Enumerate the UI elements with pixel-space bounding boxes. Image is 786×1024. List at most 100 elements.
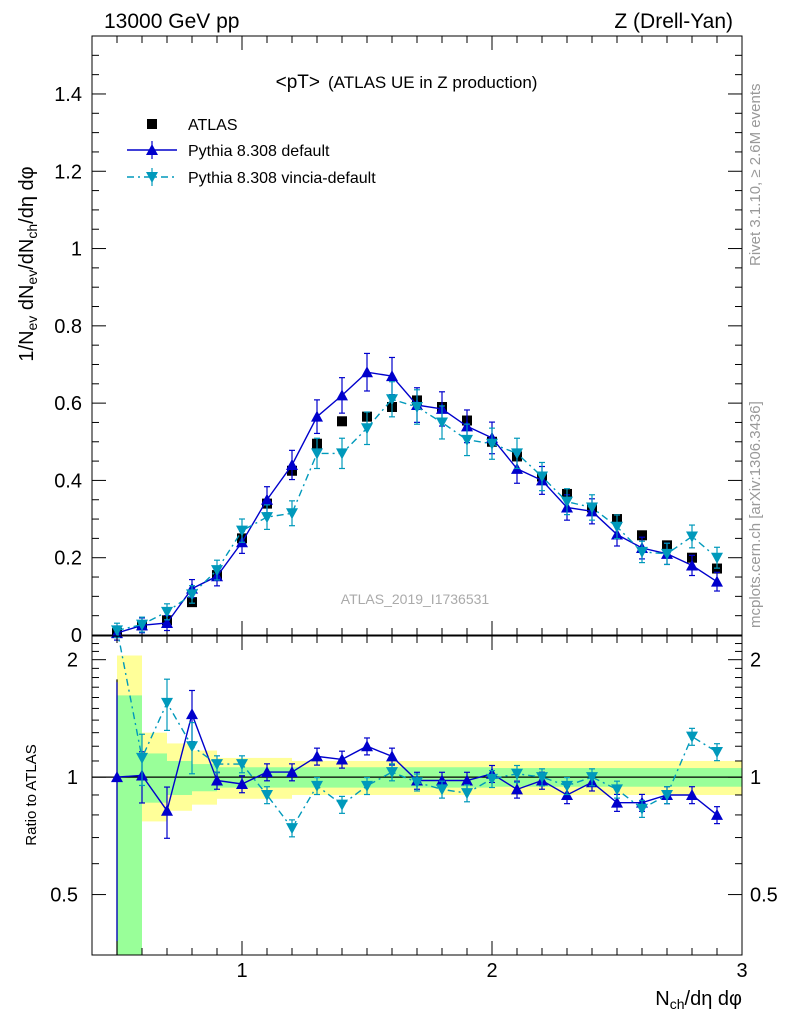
- ratio-point: [311, 750, 323, 762]
- x-axis-label: Nch/dη dφ: [655, 988, 742, 1012]
- ratio-point: [636, 803, 648, 815]
- ratio-point: [261, 789, 273, 801]
- x-tick-label: 2: [486, 960, 497, 982]
- data-point: [336, 448, 348, 460]
- ratio-point: [161, 697, 173, 709]
- ratio-point: [361, 780, 373, 792]
- uncertainty-band-green: [117, 695, 142, 955]
- ratio-point: [161, 804, 173, 816]
- y-tick-label: 0.4: [54, 470, 82, 492]
- data-point: [511, 448, 523, 460]
- uncertainty-band-green: [167, 760, 192, 795]
- data-point: [286, 508, 298, 520]
- data-point: [561, 496, 573, 508]
- ratio-point: [511, 768, 523, 780]
- ratio-point: [461, 788, 473, 800]
- data-point: [461, 434, 473, 446]
- ratio-point: [261, 766, 273, 778]
- ratio-point: [711, 808, 723, 820]
- ratio-point: [211, 774, 223, 786]
- x-tick-label: 1: [236, 960, 247, 982]
- y-tick-label: 1.4: [54, 84, 82, 106]
- legend-label: Pythia 8.308 default: [188, 143, 330, 160]
- data-point: [611, 521, 623, 533]
- ratio-tick-label-right: 1: [750, 767, 761, 789]
- ratio-point: [586, 772, 598, 784]
- data-point: [436, 417, 448, 429]
- mcplots-label: mcplots.cern.ch [arXiv:1306.3436]: [747, 401, 764, 628]
- legend-marker: [146, 172, 158, 183]
- ratio-series-0: [111, 682, 723, 942]
- ratio-point: [386, 767, 398, 779]
- data-point: [161, 606, 173, 618]
- data-point: [536, 471, 548, 483]
- data-point: [361, 423, 373, 435]
- data-point: [236, 525, 248, 537]
- ratio-point: [236, 759, 248, 771]
- ratio-point: [411, 777, 423, 789]
- data-point: [586, 502, 598, 514]
- ratio-point: [436, 774, 448, 786]
- ratio-point: [711, 746, 723, 758]
- data-point: [411, 401, 423, 413]
- data-point: [337, 416, 347, 427]
- header-right: Z (Drell-Yan): [614, 10, 733, 33]
- ratio-y-axis-label: Ratio to ATLAS: [23, 744, 40, 845]
- legend-label: Pythia 8.308 vincia-default: [188, 170, 376, 187]
- ratio-point: [336, 799, 348, 811]
- data-point: [686, 559, 698, 571]
- data-point: [161, 617, 173, 629]
- header-left: 13000 GeV pp: [104, 10, 239, 33]
- rivet-label: Rivet 3.1.10, ≥ 2.6M events: [747, 84, 764, 267]
- ratio-point: [211, 759, 223, 771]
- ratio-tick-label: 0.5: [50, 885, 78, 907]
- ratio-point: [236, 778, 248, 790]
- ratio-tick-label: 2: [67, 650, 78, 672]
- data-point: [336, 389, 348, 401]
- data-point: [286, 458, 298, 470]
- ratio-point: [186, 741, 198, 753]
- y-tick-label: 0: [71, 625, 82, 647]
- ratio-point: [286, 766, 298, 778]
- data-point: [386, 394, 398, 406]
- y-axis-label: 1/Nev dNev/dNch/dη dφ: [16, 166, 40, 361]
- data-point: [711, 575, 723, 587]
- ratio-tick-label-right: 0.5: [750, 885, 778, 907]
- x-tick-label: 3: [736, 960, 747, 982]
- ratio-point: [386, 750, 398, 762]
- ratio-point: [686, 788, 698, 800]
- data-point: [361, 366, 373, 378]
- ratio-tick-label-right: 2: [750, 650, 761, 672]
- ratio-point: [311, 780, 323, 792]
- ratio-point: [186, 708, 198, 720]
- plot-title: <pT>: [276, 72, 320, 93]
- ratio-point: [611, 784, 623, 796]
- data-point: [136, 619, 148, 631]
- data-point: [261, 493, 273, 505]
- data-point: [711, 552, 723, 564]
- y-tick-label: 1: [71, 239, 82, 261]
- data-point: [311, 448, 323, 460]
- y-tick-label: 0.2: [54, 548, 82, 570]
- analysis-label: ATLAS_2019_I1736531: [341, 591, 490, 607]
- upper-panel: 0 0.2 0.4 0.6 0.8 1 1.2 1.4: [54, 35, 743, 647]
- data-point: [311, 410, 323, 422]
- ratio-point: [136, 752, 148, 764]
- legend-marker: [146, 144, 158, 155]
- data-point: [637, 530, 647, 541]
- ratio-point: [361, 740, 373, 752]
- data-point: [261, 512, 273, 524]
- ratio-point: [536, 772, 548, 784]
- ratio-point: [661, 789, 673, 801]
- data-point: [186, 589, 198, 601]
- ratio-point: [336, 753, 348, 765]
- ratio-point: [461, 774, 473, 786]
- data-point: [661, 548, 673, 560]
- y-tick-label: 0.8: [54, 316, 82, 338]
- y-tick-label: 1.2: [54, 161, 82, 183]
- data-point: [486, 438, 498, 450]
- data-point: [636, 546, 648, 558]
- legend-marker: [147, 119, 157, 129]
- legend-label: ATLAS: [188, 117, 238, 134]
